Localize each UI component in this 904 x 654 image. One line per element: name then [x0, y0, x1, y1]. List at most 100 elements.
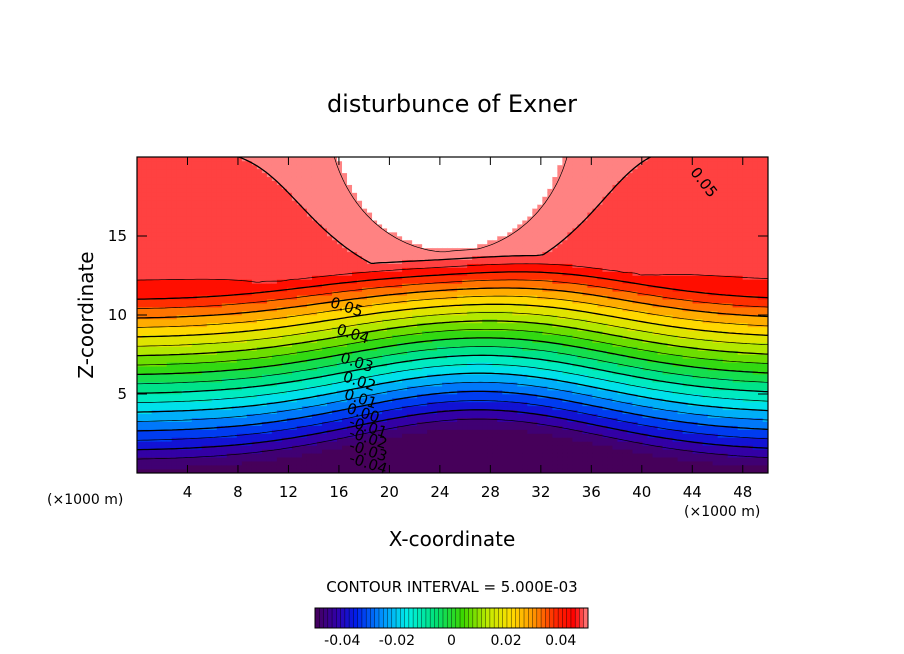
contour-fill-cell — [352, 291, 358, 296]
contour-fill-cell — [211, 184, 218, 189]
contour-fill-cell — [422, 192, 428, 197]
contour-fill-cell — [352, 275, 358, 280]
contour-fill-cell — [137, 377, 143, 383]
contour-fill-cell — [191, 456, 198, 462]
contour-fill-cell — [422, 157, 428, 162]
contour-fill-cell — [332, 417, 338, 422]
contour-fill-cell — [286, 219, 293, 225]
contour-fill-cell — [141, 287, 148, 292]
contour-fill-cell — [367, 449, 373, 454]
contour-fill-cell — [166, 381, 173, 387]
contour-fill-cell — [432, 196, 438, 201]
contour-fill-cell — [146, 259, 153, 264]
contour-fill-cell — [176, 433, 183, 438]
contour-fill-cell — [422, 212, 428, 217]
contour-fill-cell — [362, 212, 368, 217]
contour-fill-cell — [427, 433, 433, 438]
contour-fill-cell — [442, 393, 448, 399]
contour-fill-cell — [382, 385, 388, 391]
contour-fill-cell — [226, 208, 233, 213]
contour-fill-cell — [337, 168, 343, 174]
contour-fill-cell — [412, 413, 418, 418]
contour-fill-cell — [442, 413, 448, 418]
contour-fill-cell — [377, 263, 383, 268]
contour-fill-cell — [196, 279, 203, 284]
contour-fill-cell — [412, 429, 418, 434]
contour-fill-cell — [296, 417, 303, 422]
contour-fill-cell — [256, 267, 263, 272]
contour-fill-cell — [216, 437, 223, 442]
contour-fill-cell — [432, 294, 438, 300]
contour-fill-cell — [201, 377, 208, 383]
contour-fill-cell — [377, 200, 383, 205]
contour-fill-cell — [196, 389, 203, 395]
contour-fill-cell — [161, 322, 168, 328]
contour-fill-cell — [137, 373, 143, 379]
contour-fill-cell — [201, 263, 208, 268]
contour-fill-cell — [301, 456, 308, 462]
contour-fill-cell — [437, 318, 443, 324]
contour-fill-cell — [332, 279, 338, 284]
contour-fill-cell — [362, 401, 368, 407]
contour-fill-cell — [181, 362, 188, 367]
contour-fill-cell — [352, 445, 358, 450]
contour-fills — [137, 157, 768, 473]
contour-fill-cell — [191, 184, 198, 189]
contour-fill-cell — [321, 358, 328, 363]
contour-fill-cell — [176, 267, 183, 272]
contour-fill-cell — [407, 314, 413, 320]
contour-fill-cell — [392, 287, 398, 292]
contour-fill-cell — [146, 219, 153, 225]
contour-fill-cell — [241, 259, 248, 264]
contour-fill-cell — [137, 279, 143, 284]
contour-fill-cell — [422, 346, 428, 351]
contour-fill-cell — [161, 196, 168, 201]
contour-fill-cell — [372, 366, 378, 371]
contour-fill-cell — [151, 275, 158, 280]
contour-fill-cell — [236, 184, 243, 189]
contour-fill-cell — [137, 441, 143, 446]
contour-fill-cell — [442, 196, 448, 201]
contour-fill-cell — [392, 377, 398, 383]
contour-fill-cell — [231, 318, 238, 324]
contour-fill-cell — [231, 279, 238, 284]
contour-fill-cell — [427, 168, 433, 174]
contour-fill-cell — [337, 255, 343, 260]
contour-fill-cell — [266, 243, 273, 249]
contour-fill-cell — [387, 334, 393, 339]
contour-fill-cell — [256, 219, 263, 225]
contour-fill-cell — [211, 354, 218, 359]
contour-fill-cell — [316, 267, 323, 272]
contour-fill-cell — [241, 449, 248, 454]
contour-fill-cell — [387, 322, 393, 328]
contour-fill-cell — [271, 334, 278, 339]
contour-fill-cell — [311, 271, 318, 276]
contour-fill-cell — [166, 275, 173, 280]
contour-fill-cell — [181, 385, 188, 391]
contour-fill-cell — [251, 267, 258, 272]
contour-fill-cell — [347, 397, 353, 403]
contour-fill-cell — [251, 294, 258, 300]
contour-fill-cell — [281, 314, 288, 320]
contour-fill-cell — [166, 350, 173, 355]
contour-fill-cell — [196, 251, 203, 257]
contour-fill-cell — [407, 271, 413, 276]
contour-fill-cell — [291, 279, 298, 284]
contour-fill-cell — [191, 397, 198, 403]
contour-fill-cell — [397, 255, 403, 260]
contour-fill-cell — [261, 283, 268, 288]
contour-fill-cell — [161, 227, 168, 233]
contour-fill-cell — [296, 449, 303, 454]
contour-fill-cell — [372, 306, 378, 312]
contour-fill-cell — [211, 219, 218, 225]
contour-fill-cell — [276, 314, 283, 320]
contour-fill-cell — [412, 441, 418, 446]
contour-fill-cell — [442, 255, 448, 260]
contour-fill-cell — [236, 366, 243, 371]
contour-fill-cell — [301, 306, 308, 312]
contour-fill-cell — [276, 176, 283, 181]
contour-fill-cell — [337, 441, 343, 446]
contour-fill-cell — [186, 294, 193, 300]
contour-fill-cell — [241, 393, 248, 399]
